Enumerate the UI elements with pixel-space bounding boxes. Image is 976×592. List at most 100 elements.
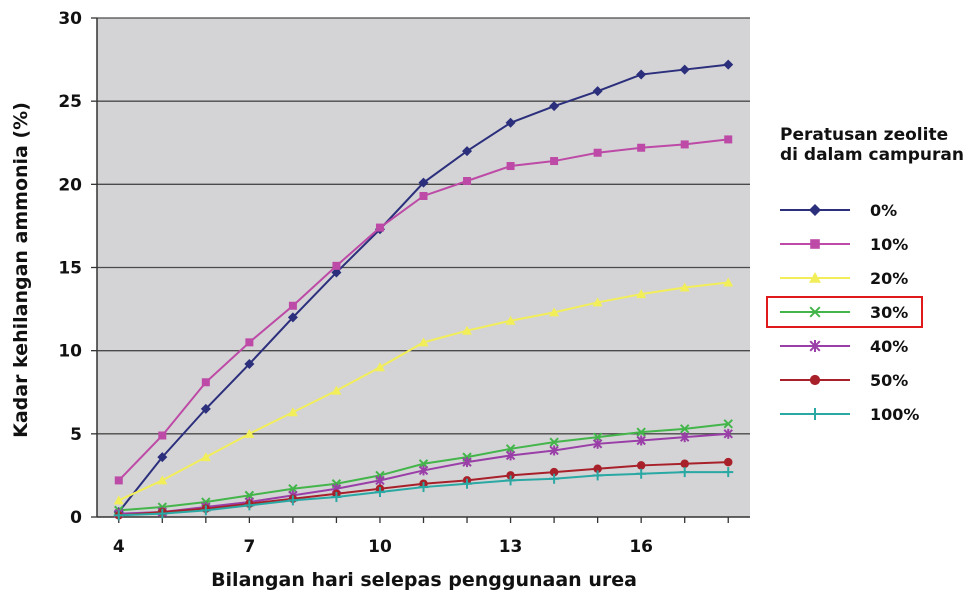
tick-labels: 0 5 10 15 20 25 30 4 7 10 13 16 (58, 9, 653, 557)
series-10% (114, 135, 733, 485)
legend-highlight-box (766, 296, 923, 328)
point-0%-17 (679, 64, 690, 75)
point-100%-5 (157, 508, 168, 519)
point-50%-17 (680, 459, 689, 469)
point-100%-6 (200, 505, 211, 516)
point-40%-14 (549, 445, 559, 456)
point-100%-8 (287, 495, 298, 506)
series-20% (113, 277, 734, 505)
point-10%-18 (724, 135, 733, 144)
series-0% (113, 59, 734, 518)
legend-item-100%: 100% (780, 405, 919, 424)
legend-label-40%: 40% (870, 337, 908, 356)
point-100%-13 (505, 475, 516, 486)
point-0%-14 (549, 101, 560, 112)
point-40%-13 (505, 450, 516, 461)
point-20%-18 (723, 277, 734, 287)
point-10%-7 (245, 338, 254, 347)
y-tick-label-10: 10 (58, 342, 82, 362)
point-100%-9 (331, 492, 342, 503)
y-tick-label-20: 20 (58, 175, 82, 195)
point-10%-5 (158, 431, 167, 440)
legend-item-10%: 10% (780, 235, 908, 254)
point-30%-17 (679, 424, 690, 434)
point-0%-8 (287, 312, 298, 323)
point-40%-15 (592, 438, 603, 449)
point-20%-10 (374, 362, 385, 372)
point-20%-8 (287, 407, 298, 417)
point-20%-11 (418, 337, 429, 347)
point-100%-14 (549, 473, 560, 484)
point-50%-15 (593, 464, 602, 474)
point-40%-16 (636, 435, 646, 446)
point-0%-11 (418, 177, 429, 188)
legend-item-20%: 20% (780, 269, 908, 288)
point-100%-4 (113, 510, 124, 521)
point-20%-7 (244, 428, 255, 438)
point-0%-15 (592, 86, 603, 97)
point-50%-18 (723, 457, 733, 467)
point-100%-16 (636, 468, 647, 479)
legend-marker-20% (809, 272, 821, 283)
point-10%-17 (680, 140, 689, 149)
point-0%-7 (244, 358, 255, 369)
point-30%-16 (636, 427, 646, 437)
legend-label-50%: 50% (870, 371, 908, 390)
point-100%-11 (418, 482, 429, 493)
legend-item-0%: 0% (780, 201, 897, 220)
legend: Peratusan zeolite di dalam campuran 0% 10… (766, 125, 964, 424)
series-100% (113, 467, 734, 521)
point-40%-10 (375, 475, 385, 486)
point-10%-10 (375, 223, 384, 232)
legend-item-40%: 40% (780, 337, 908, 356)
point-20%-6 (200, 452, 211, 462)
axes (91, 17, 750, 523)
x-tick-label-4: 4 (113, 537, 125, 557)
point-0%-13 (505, 117, 516, 128)
point-10%-16 (637, 143, 646, 152)
x-tick-label-16: 16 (629, 537, 653, 557)
point-20%-9 (331, 385, 342, 395)
point-20%-13 (505, 315, 516, 325)
legend-label-20%: 20% (870, 269, 908, 288)
point-40%-11 (418, 465, 429, 476)
point-100%-12 (462, 478, 473, 489)
point-0%-18 (723, 59, 734, 70)
y-tick-label-25: 25 (58, 92, 82, 112)
legend-label-10%: 10% (870, 235, 908, 254)
point-10%-14 (550, 157, 559, 166)
point-20%-5 (157, 475, 168, 485)
legend-marker-100% (809, 408, 821, 420)
point-100%-17 (679, 467, 690, 478)
point-100%-7 (244, 500, 255, 511)
legend-item-50%: 50% (780, 371, 908, 390)
point-10%-15 (593, 148, 602, 157)
point-100%-15 (592, 470, 603, 481)
legend-marker-50% (809, 374, 821, 386)
x-axis-title: Bilangan hari selepas penggunaan urea (211, 569, 637, 591)
point-0%-6 (200, 403, 211, 414)
y-tick-label-0: 0 (70, 508, 82, 528)
legend-item-30%: 30% (766, 296, 923, 328)
point-40%-12 (462, 457, 472, 468)
legend-label-30%: 30% (870, 303, 908, 322)
point-10%-8 (288, 301, 297, 310)
series-group (113, 59, 734, 521)
point-20%-14 (549, 307, 560, 317)
legend-marker-0% (809, 204, 821, 216)
point-30%-14 (549, 437, 559, 447)
legend-marker-40% (809, 340, 821, 352)
point-10%-4 (114, 476, 123, 485)
y-axis-title: Kadar kehilangan ammonia (%) (10, 102, 32, 438)
point-20%-4 (113, 495, 124, 505)
legend-marker-30% (809, 306, 821, 318)
point-50%-14 (549, 467, 559, 477)
x-tick-label-13: 13 (499, 537, 523, 557)
x-tick-label-10: 10 (368, 537, 392, 557)
point-0%-16 (636, 69, 647, 80)
point-20%-12 (462, 325, 473, 335)
point-0%-12 (462, 146, 473, 157)
point-10%-13 (506, 162, 515, 171)
point-20%-15 (592, 297, 603, 307)
